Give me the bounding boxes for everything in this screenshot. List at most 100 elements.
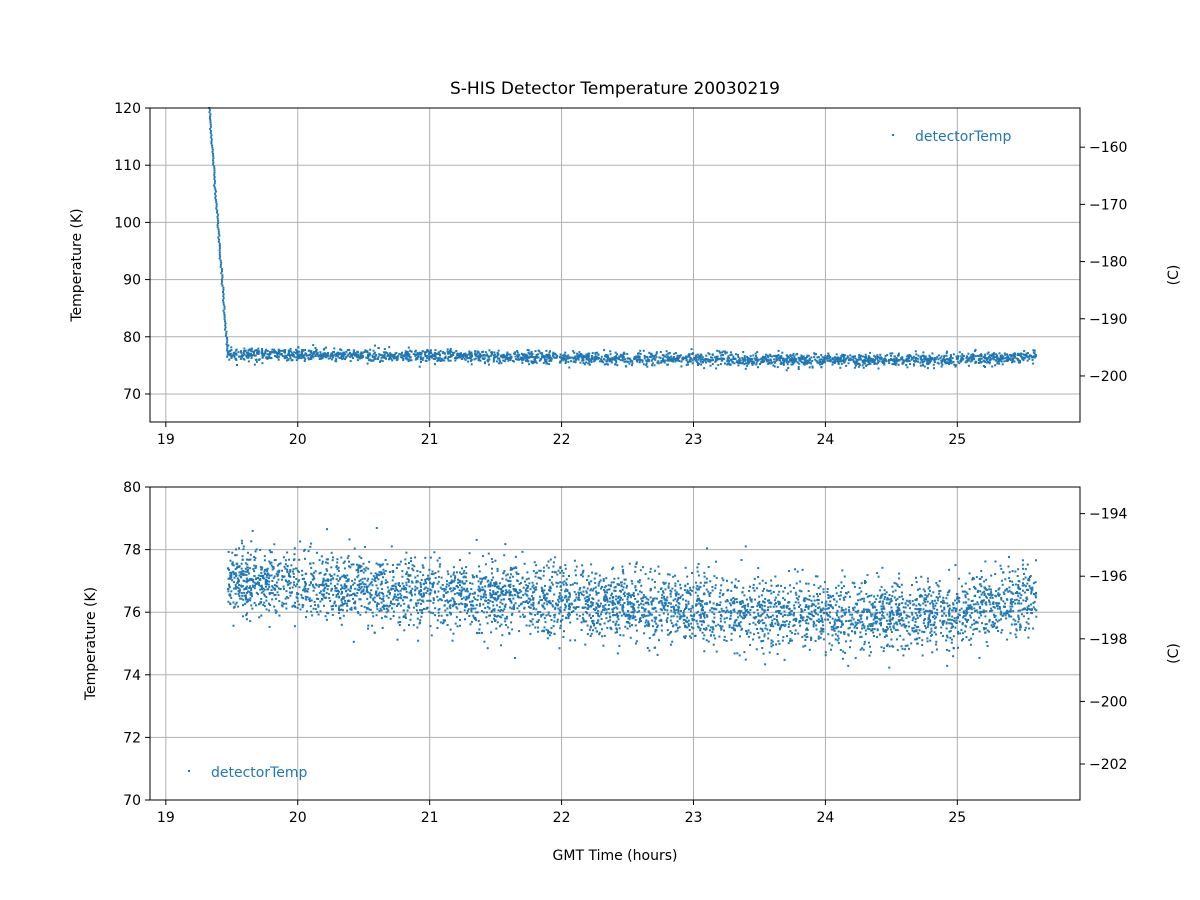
data-point (516, 350, 519, 352)
data-point (394, 352, 397, 355)
data-point (936, 355, 939, 358)
data-point (285, 602, 288, 605)
data-point (672, 357, 675, 360)
data-point (240, 597, 243, 600)
data-point (626, 357, 629, 360)
data-point (590, 361, 593, 363)
data-point (337, 355, 339, 358)
data-point (984, 560, 987, 563)
data-point (219, 263, 222, 266)
data-point (509, 586, 512, 589)
data-point (804, 619, 807, 622)
data-point (289, 355, 292, 358)
data-point (609, 619, 612, 622)
data-point (950, 359, 953, 362)
data-point (548, 600, 551, 602)
data-point (569, 621, 572, 624)
data-point (823, 356, 826, 359)
data-point (820, 632, 823, 635)
data-point (813, 583, 816, 586)
data-point (595, 606, 598, 609)
data-point (880, 358, 883, 361)
data-point (616, 364, 619, 367)
data-point (756, 605, 759, 608)
data-point (691, 572, 693, 574)
data-point (208, 109, 211, 112)
data-point (1015, 636, 1018, 639)
data-point (885, 360, 888, 363)
data-point (306, 596, 309, 599)
data-point (503, 360, 506, 363)
data-point (615, 361, 618, 364)
data-point (357, 574, 360, 577)
data-point (213, 171, 216, 174)
data-point (1022, 567, 1024, 570)
data-point (642, 616, 645, 619)
data-point (474, 354, 477, 357)
data-point (371, 356, 374, 359)
data-point (903, 360, 906, 363)
data-point (228, 568, 230, 571)
data-point (647, 621, 650, 624)
data-point (758, 622, 761, 625)
data-point (849, 357, 852, 360)
data-point (993, 606, 996, 609)
data-point (335, 587, 338, 590)
data-point (875, 622, 878, 625)
data-point (755, 355, 758, 357)
data-point (276, 575, 279, 577)
data-point (877, 367, 880, 370)
data-point (775, 359, 778, 362)
data-point (437, 359, 440, 362)
data-point (921, 361, 924, 364)
data-point (568, 575, 570, 577)
data-point (227, 353, 230, 356)
data-point (615, 359, 617, 362)
data-point (935, 616, 938, 619)
data-point (465, 354, 468, 357)
data-point (659, 600, 662, 603)
data-point (948, 608, 951, 611)
data-point (687, 590, 690, 593)
data-point (824, 357, 827, 360)
data-point (437, 590, 440, 593)
data-point (898, 607, 901, 610)
data-point (410, 580, 413, 583)
data-point (800, 615, 803, 618)
data-point (541, 588, 544, 591)
data-point (244, 570, 247, 573)
data-point (819, 620, 822, 622)
data-point (518, 610, 521, 613)
data-point (462, 354, 465, 357)
data-point (589, 604, 592, 607)
data-point (239, 357, 242, 360)
data-point (212, 163, 215, 166)
data-point (694, 356, 697, 359)
data-point (223, 316, 226, 319)
data-point (220, 261, 223, 264)
series-detectorTemp (208, 107, 1037, 372)
data-point (803, 634, 806, 637)
data-point (464, 355, 467, 358)
data-point (507, 359, 510, 362)
data-point (253, 354, 256, 357)
data-point (313, 351, 316, 354)
data-point (514, 358, 517, 361)
data-point (520, 357, 523, 360)
data-point (780, 361, 782, 364)
data-point (346, 604, 349, 607)
data-point (826, 359, 829, 362)
data-point (1022, 357, 1025, 360)
data-point (624, 358, 626, 361)
data-point (501, 634, 504, 637)
data-point (815, 359, 818, 362)
data-point (372, 352, 375, 355)
data-point (913, 624, 916, 627)
data-point (935, 640, 938, 643)
data-point (253, 352, 255, 355)
data-point (827, 633, 830, 636)
data-point (595, 607, 598, 610)
data-point (908, 599, 911, 602)
data-point (827, 607, 830, 610)
data-point (709, 364, 712, 367)
